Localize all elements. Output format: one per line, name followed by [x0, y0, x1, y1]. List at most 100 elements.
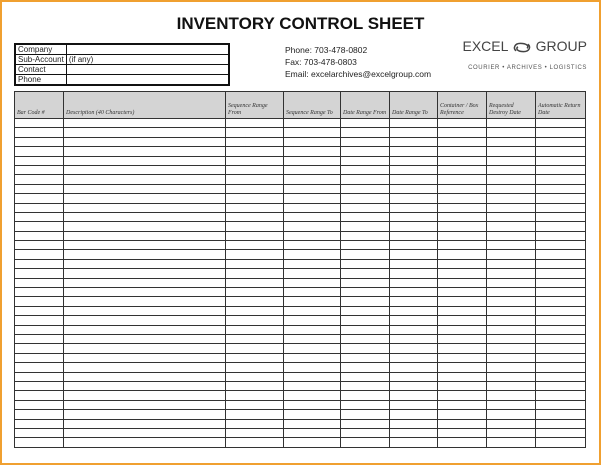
table-cell[interactable]: [14, 287, 64, 298]
table-cell[interactable]: [437, 296, 487, 307]
table-cell[interactable]: [340, 268, 390, 279]
table-cell[interactable]: [63, 211, 226, 223]
table-cell[interactable]: [389, 343, 438, 354]
table-cell[interactable]: [535, 174, 586, 185]
table-cell[interactable]: [14, 211, 64, 223]
table-cell[interactable]: [535, 117, 586, 129]
table-cell[interactable]: [340, 362, 390, 373]
table-cell[interactable]: [14, 277, 64, 289]
table-cell[interactable]: [535, 324, 586, 336]
table-cell[interactable]: [225, 362, 284, 373]
table-cell[interactable]: [225, 352, 284, 364]
table-cell[interactable]: [14, 427, 64, 439]
table-cell[interactable]: [486, 371, 536, 382]
table-cell[interactable]: [14, 324, 64, 336]
table-cell[interactable]: [283, 287, 341, 298]
table-cell[interactable]: [340, 164, 390, 176]
table-cell[interactable]: [340, 343, 390, 354]
table-cell[interactable]: [437, 352, 487, 364]
info-value-field[interactable]: [65, 64, 230, 75]
table-cell[interactable]: [63, 127, 226, 138]
table-cell[interactable]: [14, 174, 64, 185]
table-cell[interactable]: [283, 268, 341, 279]
table-cell[interactable]: [437, 211, 487, 223]
table-cell[interactable]: [63, 296, 226, 307]
table-cell[interactable]: [535, 390, 586, 401]
table-cell[interactable]: [535, 352, 586, 364]
table-cell[interactable]: [535, 418, 586, 429]
table-cell[interactable]: [14, 362, 64, 373]
table-cell[interactable]: [437, 437, 487, 448]
table-cell[interactable]: [389, 211, 438, 223]
table-cell[interactable]: [225, 117, 284, 129]
table-cell[interactable]: [486, 277, 536, 289]
table-cell[interactable]: [535, 380, 586, 392]
table-cell[interactable]: [283, 409, 341, 420]
table-cell[interactable]: [340, 296, 390, 307]
table-cell[interactable]: [486, 418, 536, 429]
table-cell[interactable]: [535, 399, 586, 411]
table-cell[interactable]: [340, 174, 390, 185]
table-cell[interactable]: [535, 409, 586, 420]
table-cell[interactable]: [486, 409, 536, 420]
table-cell[interactable]: [437, 183, 487, 195]
table-cell[interactable]: [389, 240, 438, 251]
table-cell[interactable]: [389, 437, 438, 448]
table-cell[interactable]: [225, 399, 284, 411]
table-cell[interactable]: [389, 296, 438, 307]
table-cell[interactable]: [14, 305, 64, 317]
table-cell[interactable]: [225, 240, 284, 251]
table-cell[interactable]: [14, 164, 64, 176]
table-cell[interactable]: [283, 343, 341, 354]
table-cell[interactable]: [437, 333, 487, 345]
table-cell[interactable]: [283, 399, 341, 411]
table-cell[interactable]: [63, 155, 226, 166]
table-cell[interactable]: [535, 202, 586, 213]
table-cell[interactable]: [389, 146, 438, 157]
table-cell[interactable]: [283, 183, 341, 195]
table-cell[interactable]: [535, 343, 586, 354]
table-cell[interactable]: [437, 268, 487, 279]
table-cell[interactable]: [486, 333, 536, 345]
table-cell[interactable]: [283, 333, 341, 345]
table-cell[interactable]: [14, 183, 64, 195]
table-cell[interactable]: [14, 268, 64, 279]
table-cell[interactable]: [340, 418, 390, 429]
table-cell[interactable]: [225, 174, 284, 185]
table-cell[interactable]: [535, 193, 586, 204]
table-cell[interactable]: [535, 371, 586, 382]
table-cell[interactable]: [486, 437, 536, 448]
table-cell[interactable]: [535, 249, 586, 260]
table-cell[interactable]: [437, 174, 487, 185]
table-cell[interactable]: [14, 117, 64, 129]
table-cell[interactable]: [63, 362, 226, 373]
table-cell[interactable]: [225, 193, 284, 204]
table-cell[interactable]: [486, 193, 536, 204]
table-cell[interactable]: [63, 343, 226, 354]
table-cell[interactable]: [486, 164, 536, 176]
table-cell[interactable]: [283, 127, 341, 138]
table-cell[interactable]: [63, 352, 226, 364]
table-cell[interactable]: [283, 315, 341, 326]
table-cell[interactable]: [389, 164, 438, 176]
table-cell[interactable]: [63, 240, 226, 251]
table-cell[interactable]: [389, 221, 438, 232]
table-cell[interactable]: [486, 258, 536, 270]
table-cell[interactable]: [63, 315, 226, 326]
table-cell[interactable]: [340, 193, 390, 204]
table-cell[interactable]: [437, 136, 487, 148]
table-cell[interactable]: [340, 324, 390, 336]
table-cell[interactable]: [486, 174, 536, 185]
table-cell[interactable]: [389, 427, 438, 439]
table-cell[interactable]: [389, 193, 438, 204]
table-cell[interactable]: [225, 268, 284, 279]
table-cell[interactable]: [14, 127, 64, 138]
table-cell[interactable]: [283, 277, 341, 289]
table-cell[interactable]: [63, 193, 226, 204]
table-cell[interactable]: [225, 296, 284, 307]
table-cell[interactable]: [389, 352, 438, 364]
table-cell[interactable]: [14, 409, 64, 420]
table-cell[interactable]: [225, 249, 284, 260]
table-cell[interactable]: [63, 418, 226, 429]
table-cell[interactable]: [389, 371, 438, 382]
